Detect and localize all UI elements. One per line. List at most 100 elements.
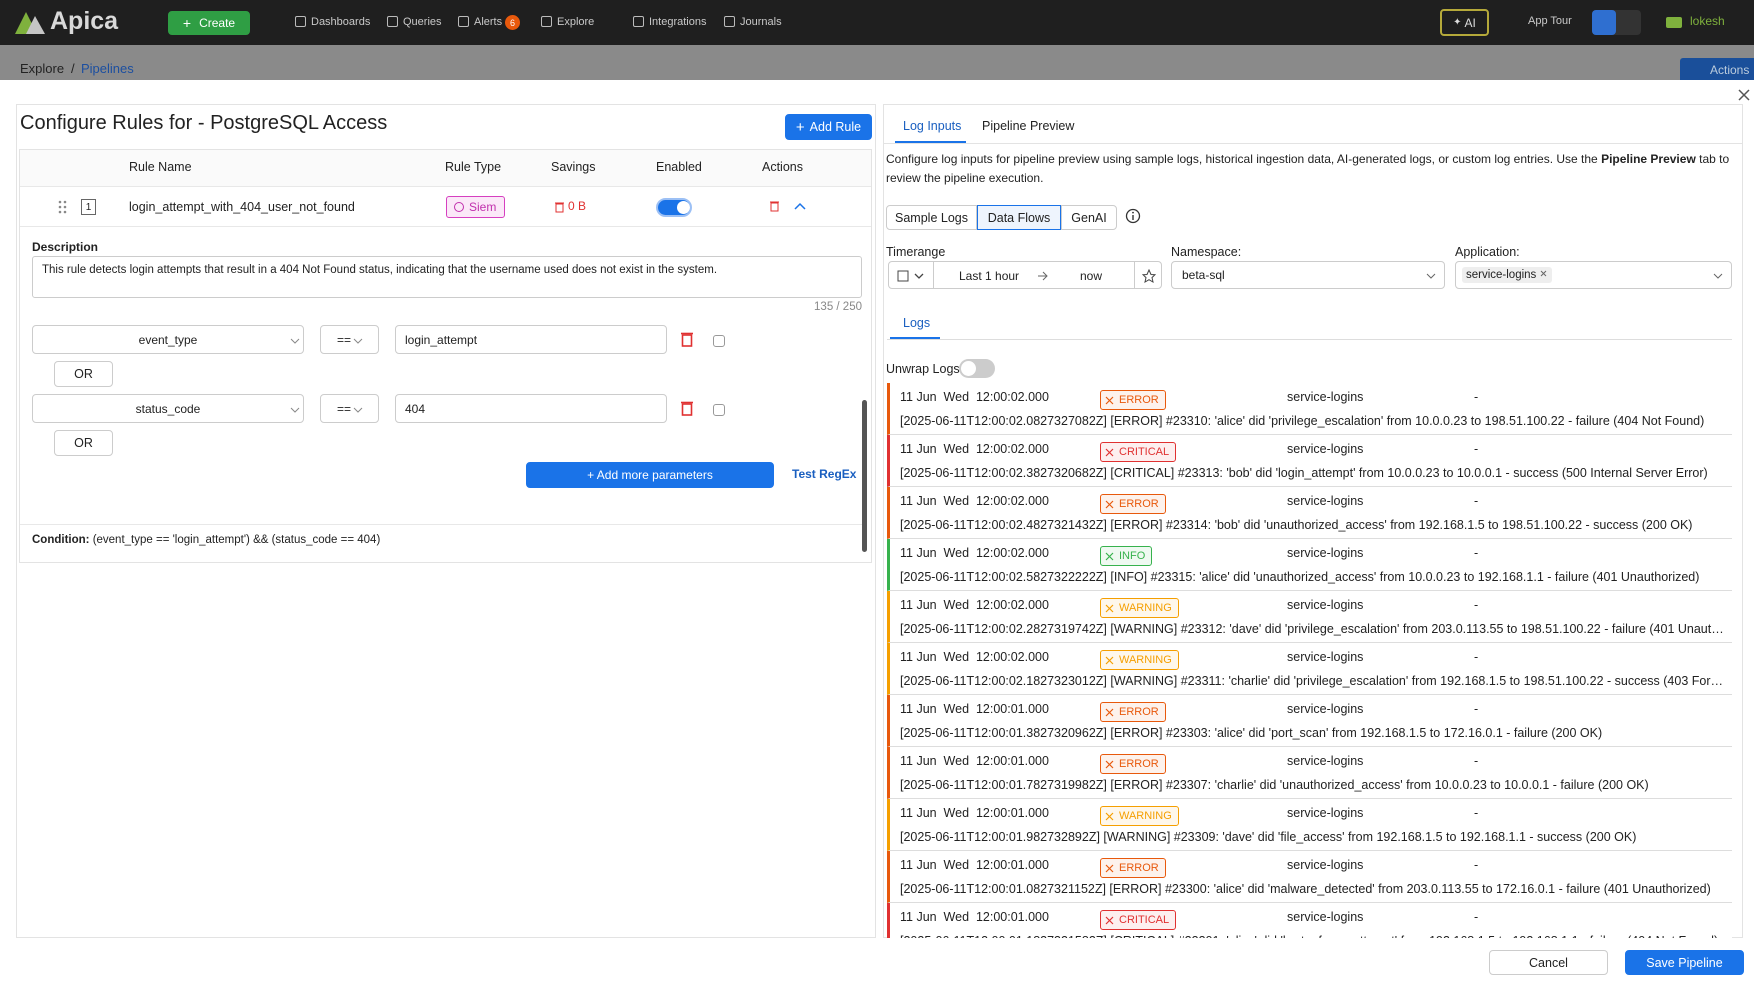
log-entry[interactable]: 11 Jun Wed 12:00:02.000 INFO service-login… xyxy=(887,539,1732,591)
close-button[interactable] xyxy=(1737,88,1751,102)
user-name[interactable]: lokesh xyxy=(1690,14,1725,28)
log-entry[interactable]: 11 Jun Wed 12:00:01.000 ERROR service-logi… xyxy=(887,851,1732,903)
ai-label: AI xyxy=(1464,15,1476,30)
drag-handle[interactable] xyxy=(58,200,68,214)
log-entry[interactable]: 11 Jun Wed 12:00:01.000 WARNING service-lo… xyxy=(887,799,1732,851)
or-button[interactable]: OR xyxy=(54,361,113,387)
log-host: - xyxy=(1474,494,1479,508)
log-host: - xyxy=(1474,858,1479,872)
log-message: [2025-06-11T12:00:01.982732892Z] [WARNIN… xyxy=(900,830,1637,844)
delete-rule[interactable] xyxy=(769,200,780,212)
create-button[interactable]: + Create xyxy=(168,11,250,35)
log-entry[interactable]: 11 Jun Wed 12:00:02.000 WARNING service-lo… xyxy=(887,591,1732,643)
log-level: WARNING xyxy=(1119,602,1172,614)
logo[interactable]: Apica xyxy=(50,7,119,35)
log-entry[interactable]: 11 Jun Wed 12:00:02.000 CRITICAL service-l… xyxy=(887,435,1732,487)
test-regex-link[interactable]: Test RegEx xyxy=(792,467,857,481)
log-entry[interactable]: 11 Jun Wed 12:00:01.000 ERROR service-logi… xyxy=(887,695,1732,747)
description-label: Description xyxy=(32,240,99,254)
log-level: ERROR xyxy=(1119,706,1159,718)
field-select[interactable]: event_type xyxy=(32,325,304,354)
timerange-picker[interactable]: Last 1 hour now xyxy=(888,261,1162,289)
log-host: - xyxy=(1474,650,1479,664)
add-parameters-button[interactable]: + Add more parameters xyxy=(526,462,774,488)
value-input[interactable]: login_attempt xyxy=(395,325,667,354)
log-time: 11 Jun Wed 12:00:01.000 xyxy=(900,702,1049,716)
nav-item[interactable]: Integrations xyxy=(649,16,707,28)
nav-icon xyxy=(724,16,735,27)
app-tour[interactable]: App Tour xyxy=(1528,15,1572,27)
header: Rule Type xyxy=(445,160,502,174)
or-button[interactable]: OR xyxy=(54,430,113,456)
nav-item[interactable]: Journals xyxy=(740,16,782,28)
application-select[interactable]: service-logins xyxy=(1455,261,1732,289)
field-select[interactable]: status_code xyxy=(32,394,304,423)
log-level: ERROR xyxy=(1119,758,1159,770)
value-input[interactable]: 404 xyxy=(395,394,667,423)
level-icon xyxy=(1105,812,1114,820)
rule-table xyxy=(19,149,872,563)
user-icon xyxy=(1666,17,1682,28)
add-rule-button[interactable]: + Add Rule xyxy=(785,114,872,140)
log-level-badge: INFO xyxy=(1100,546,1153,566)
condition-checkbox[interactable] xyxy=(713,404,725,416)
source-button[interactable]: GenAI xyxy=(1061,205,1117,230)
ai-button[interactable]: ✦ AI xyxy=(1440,9,1489,36)
nav-item[interactable]: Alerts xyxy=(474,16,503,28)
intro-part: Configure log inputs for pipeline previe… xyxy=(886,152,1602,166)
log-message: [2025-06-11T12:00:02.5827322222Z] [INFO]… xyxy=(900,570,1700,584)
log-level-badge: WARNING xyxy=(1100,650,1179,670)
crumb-current[interactable]: Pipelines xyxy=(81,61,134,76)
source-button[interactable]: Data Flows xyxy=(977,205,1061,230)
log-level: ERROR xyxy=(1119,498,1159,510)
intro-text: Configure log inputs for pipeline previe… xyxy=(886,150,1738,188)
condition-checkbox[interactable] xyxy=(713,335,725,347)
nav-icon xyxy=(387,16,398,27)
delete-condition[interactable] xyxy=(680,400,694,421)
nav-item[interactable]: Dashboards xyxy=(311,16,371,28)
log-entry[interactable]: 11 Jun Wed 12:00:01.000 CRITICAL service-l… xyxy=(887,903,1732,938)
source-button[interactable]: Sample Logs xyxy=(886,205,977,230)
level-icon xyxy=(1105,396,1114,404)
log-level: WARNING xyxy=(1119,810,1172,822)
save-button[interactable]: Save Pipeline xyxy=(1625,950,1744,975)
log-entry[interactable]: 11 Jun Wed 12:00:02.000 ERROR service-logi… xyxy=(887,487,1732,539)
nav-item[interactable]: Explore xyxy=(557,16,595,28)
operator-select[interactable]: == xyxy=(320,325,379,354)
cancel-button[interactable]: Cancel xyxy=(1489,950,1608,975)
chevron xyxy=(353,338,363,344)
log-service: service-logins xyxy=(1287,598,1364,612)
log-time: 11 Jun Wed 12:00:02.000 xyxy=(900,598,1049,612)
operator-select[interactable]: == xyxy=(320,394,379,423)
log-entry[interactable]: 11 Jun Wed 12:00:02.000 WARNING service-lo… xyxy=(887,643,1732,695)
level-icon xyxy=(1105,760,1114,768)
description-input[interactable]: This rule detects login attempts that re… xyxy=(32,256,862,298)
log-entry[interactable]: 11 Jun Wed 12:00:02.000 ERROR service-logi… xyxy=(887,383,1732,435)
rule-name: login_attempt_with_404_user_not_found xyxy=(129,200,355,214)
char-count: 135 / 250 xyxy=(814,301,862,313)
nav-icon xyxy=(541,16,552,27)
nav-item[interactable]: Queries xyxy=(403,16,442,28)
crumb-root[interactable]: Explore xyxy=(20,61,65,76)
log-entry[interactable]: 11 Jun Wed 12:00:01.000 ERROR service-logi… xyxy=(887,747,1732,799)
application-value: service-logins xyxy=(1466,269,1537,281)
rule-type: Siem xyxy=(469,200,497,214)
info-icon[interactable] xyxy=(1125,208,1141,224)
namespace-select[interactable]: beta-sql xyxy=(1171,261,1445,289)
logs-tab[interactable]: Logs xyxy=(903,316,931,330)
log-level-badge: ERROR xyxy=(1100,702,1166,722)
log-time: 11 Jun Wed 12:00:01.000 xyxy=(900,910,1049,924)
log-message: [2025-06-11T12:00:01.1827321582Z] [CRITI… xyxy=(900,934,1724,938)
unwrap-toggle[interactable] xyxy=(959,359,995,378)
scrollbar[interactable] xyxy=(862,400,867,552)
actions-button[interactable]: Actions xyxy=(1680,58,1754,81)
log-time: 11 Jun Wed 12:00:01.000 xyxy=(900,806,1049,820)
log-service: service-logins xyxy=(1287,858,1364,872)
delete-condition[interactable] xyxy=(680,331,694,352)
tab-active[interactable]: Log Inputs xyxy=(903,119,962,133)
tab[interactable]: Pipeline Preview xyxy=(982,119,1075,133)
enabled-toggle[interactable] xyxy=(656,198,692,217)
theme-toggle[interactable] xyxy=(1592,10,1641,35)
collapse-rule[interactable] xyxy=(794,201,806,211)
